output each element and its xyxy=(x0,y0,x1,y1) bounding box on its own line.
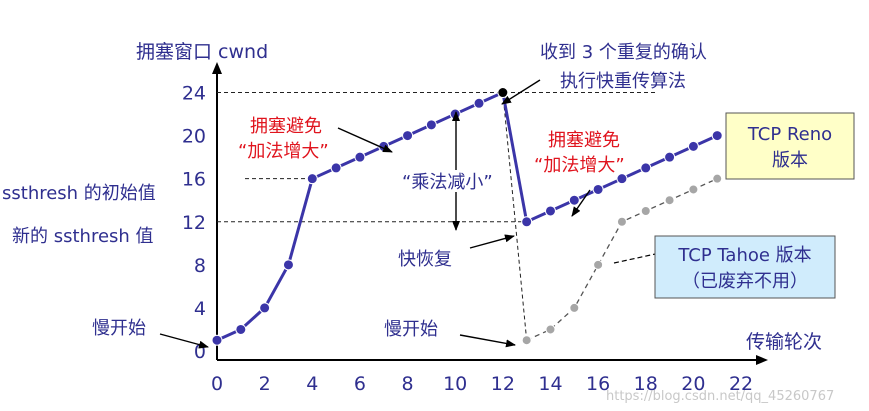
y-tick-label: 16 xyxy=(182,169,206,191)
reno-point xyxy=(449,108,461,120)
y-tick-label: 4 xyxy=(194,298,206,320)
reno-line2: 版本 xyxy=(772,150,808,171)
tahoe-point xyxy=(616,216,627,227)
anno-dupack-line2: 执行快重传算法 xyxy=(560,71,686,92)
x-tick-label: 18 xyxy=(634,373,658,395)
reno-point xyxy=(616,173,628,185)
reno-point xyxy=(425,119,437,131)
x-tick-label: 4 xyxy=(306,373,318,395)
arrow-ca2 xyxy=(571,189,591,217)
y-axis-label: 拥塞窗口 cwnd xyxy=(136,41,268,63)
tahoe-point xyxy=(545,324,556,335)
reno-point xyxy=(354,151,366,163)
arrow-ca1 xyxy=(337,127,393,153)
tahoe-box: TCP Tahoe 版本 （已废弃不用） xyxy=(654,235,836,299)
tahoe-point xyxy=(640,205,651,216)
series-line-reno xyxy=(216,90,718,342)
reno-line1: TCP Reno xyxy=(747,124,832,145)
tahoe-point xyxy=(569,302,580,313)
x-axis-label: 传输轮次 xyxy=(746,331,822,353)
tahoe-point xyxy=(664,195,675,206)
x-tick-label: 12 xyxy=(491,373,515,395)
reno-point xyxy=(211,334,223,346)
reno-point xyxy=(640,162,652,174)
x-tick-label: 22 xyxy=(729,373,753,395)
arrow-slow-start-1 xyxy=(159,333,209,349)
x-tick-label: 10 xyxy=(443,373,467,395)
arrow-fast-recovery xyxy=(469,234,515,249)
reno-point xyxy=(592,183,604,195)
anno-ca2-line1: 拥塞避免 xyxy=(548,130,620,151)
y-tick-label: 20 xyxy=(182,126,206,148)
anno-ca2-line2: “加法增大” xyxy=(534,155,625,176)
tahoe-point xyxy=(688,184,699,195)
reno-point xyxy=(402,130,414,142)
tahoe-line2: （已废弃不用） xyxy=(682,271,808,292)
x-tick-label: 14 xyxy=(538,373,562,395)
reno-point xyxy=(544,205,556,217)
reno-point xyxy=(687,140,699,152)
reno-point xyxy=(473,97,485,109)
reno-point xyxy=(259,302,271,314)
anno-slow-start-2: 慢开始 xyxy=(384,319,438,340)
y-tick-label: 24 xyxy=(182,83,206,105)
anno-ssthresh-new: 新的 ssthresh 值 xyxy=(12,226,154,247)
anno-dupack-line1: 收到 3 个重复的确认 xyxy=(540,42,707,63)
x-tick-label: 2 xyxy=(259,373,271,395)
y-tick-label: 8 xyxy=(194,255,206,277)
tahoe-point xyxy=(712,173,723,184)
tahoe-line1: TCP Tahoe 版本 xyxy=(677,245,811,266)
reno-point xyxy=(330,162,342,174)
tahoe-point xyxy=(593,259,604,270)
tahoe-pointer-line xyxy=(613,252,661,264)
y-axis-arrow xyxy=(212,62,222,74)
reno-point xyxy=(306,173,318,185)
anno-md: “乘法减小” xyxy=(402,172,493,193)
reno-box: TCP Reno 版本 xyxy=(725,112,855,180)
x-tick-label: 16 xyxy=(586,373,610,395)
x-tick-label: 6 xyxy=(354,373,366,395)
tahoe-point xyxy=(521,335,532,346)
reno-point xyxy=(568,194,580,206)
reno-point xyxy=(235,323,247,335)
x-tick-label: 20 xyxy=(681,373,705,395)
guide-tahoe-drop xyxy=(502,92,528,341)
reno-point xyxy=(711,130,723,142)
watermark: https://blog.csdn.net/qq_45260767 xyxy=(606,389,834,404)
x-tick-label: 0 xyxy=(211,373,223,395)
anno-ca1-line2: “加法增大” xyxy=(238,141,329,162)
annotation-arrows xyxy=(159,79,591,349)
anno-fast-recovery: 快恢复 xyxy=(398,249,452,270)
arrow-slow-start-2 xyxy=(459,334,516,348)
anno-ca1-line1: 拥塞避免 xyxy=(250,116,322,137)
reno-point xyxy=(497,87,509,99)
guide-lines xyxy=(217,92,658,341)
anno-ssthresh-initial: ssthresh 的初始值 xyxy=(2,183,156,204)
y-tick-label: 12 xyxy=(182,212,206,234)
x-axis-arrow xyxy=(756,355,768,365)
arrow-dupack xyxy=(501,79,541,105)
reno-point xyxy=(521,216,533,228)
x-tick-label: 8 xyxy=(402,373,414,395)
reno-point xyxy=(282,259,294,271)
anno-slow-start-1: 慢开始 xyxy=(92,318,146,339)
reno-point xyxy=(664,151,676,163)
